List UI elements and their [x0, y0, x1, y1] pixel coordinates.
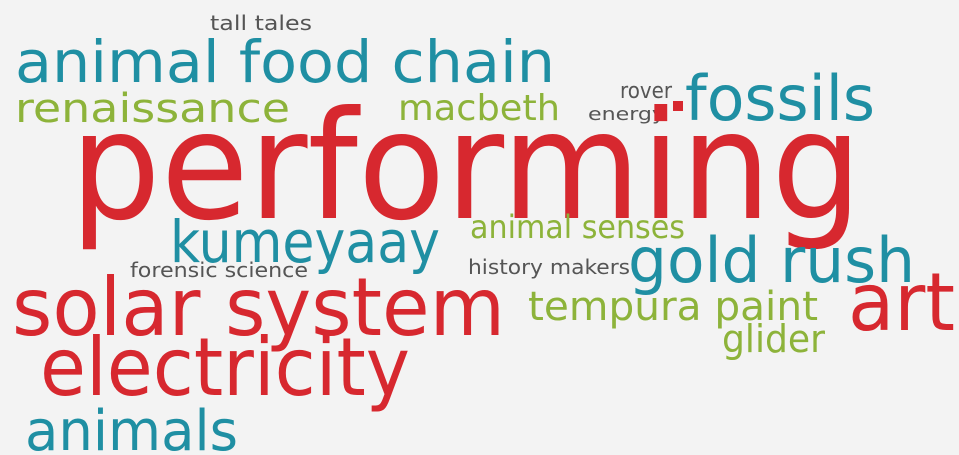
word: history makers — [468, 255, 630, 279]
word: glider — [722, 317, 825, 361]
word: performing — [70, 80, 862, 254]
word: forensic science — [130, 258, 308, 282]
word: solar system — [12, 261, 505, 354]
word: art — [848, 256, 955, 349]
word: gold rush — [628, 224, 915, 297]
word: energy — [588, 104, 665, 125]
word: tempura paint — [528, 284, 818, 330]
word: electricity — [40, 321, 410, 414]
word: kumeyaay — [170, 208, 440, 276]
word: renaissance — [15, 86, 290, 132]
word: animals — [25, 399, 238, 455]
word: fossils — [685, 62, 875, 135]
word: animal senses — [470, 208, 685, 246]
word: tall tales — [210, 11, 312, 35]
word: animal food chain — [15, 28, 555, 96]
word: rover — [620, 79, 673, 104]
word: macbeth — [398, 88, 560, 129]
dot — [673, 101, 683, 111]
